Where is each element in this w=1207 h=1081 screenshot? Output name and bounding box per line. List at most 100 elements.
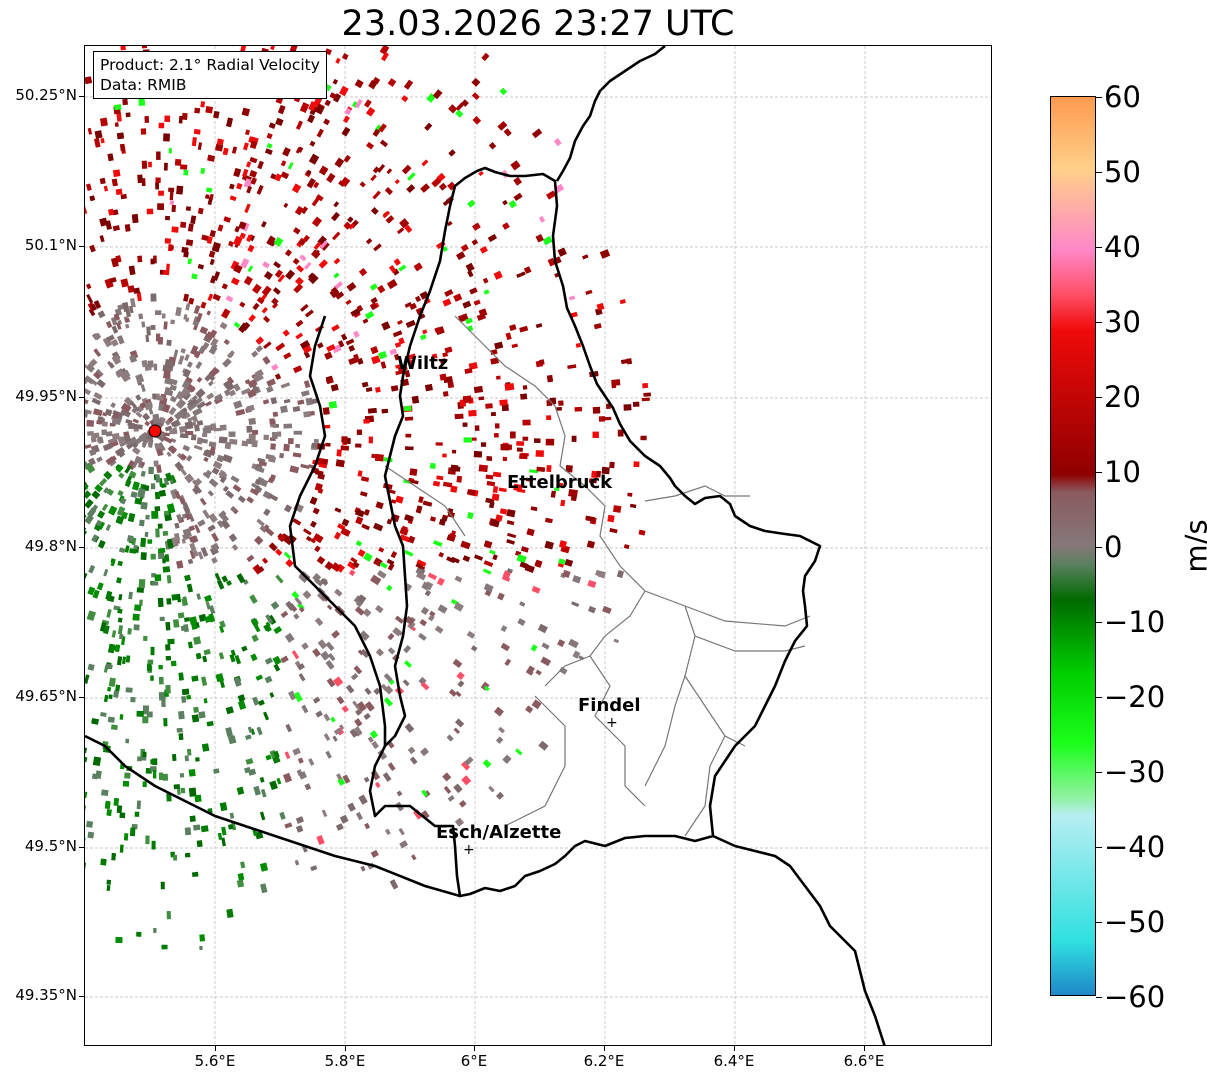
- echo-cell: [145, 334, 150, 343]
- echo-cell: [188, 525, 196, 532]
- echo-cell: [268, 456, 276, 463]
- echo-cell: [568, 295, 576, 301]
- echo-cell: [208, 605, 216, 615]
- echo-cell: [401, 95, 409, 103]
- echo-cell: [148, 161, 152, 168]
- echo-cell: [141, 442, 147, 449]
- echo-cell: [471, 239, 479, 246]
- echo-cell: [113, 798, 119, 806]
- echo-cell: [199, 934, 206, 942]
- echo-cell: [187, 361, 193, 368]
- echo-cell: [192, 407, 203, 417]
- echo-cell: [154, 506, 161, 512]
- echo-cell: [390, 385, 399, 392]
- echo-cell: [263, 315, 271, 323]
- echo-cell: [609, 461, 615, 469]
- echo-cell: [596, 302, 605, 311]
- echo-cell: [223, 380, 232, 389]
- echo-cell: [181, 246, 189, 254]
- echo-cell: [531, 128, 543, 139]
- echo-cell: [284, 249, 293, 257]
- echo-cell: [280, 382, 291, 389]
- echo-cell: [243, 178, 253, 189]
- echo-cell: [191, 622, 198, 630]
- echo-cell: [158, 190, 164, 196]
- echo-cell: [190, 434, 197, 441]
- echo-cell: [249, 140, 258, 149]
- echo-cell: [124, 465, 132, 474]
- echo-cell: [97, 310, 106, 319]
- echo-cell: [175, 306, 182, 317]
- echo-cell: [230, 260, 240, 271]
- echo-cell: [354, 508, 365, 518]
- echo-cell: [499, 508, 508, 515]
- echo-cell: [245, 734, 252, 740]
- echo-cell: [152, 393, 157, 399]
- echo-cell: [294, 859, 300, 866]
- echo-cell: [276, 777, 282, 785]
- echo-cell: [236, 573, 246, 584]
- echo-cell: [146, 208, 154, 215]
- echo-cell: [252, 564, 263, 575]
- echo-cell: [205, 400, 213, 407]
- echo-cell: [168, 148, 172, 154]
- echo-cell: [432, 89, 443, 100]
- echo-cell: [270, 46, 276, 51]
- map-canvas[interactable]: Wiltz Ettelbruck Findel + Esch/Alzette +: [85, 46, 992, 1046]
- echo-cell: [139, 401, 147, 409]
- echo-cell: [466, 489, 476, 496]
- echo-cell: [300, 206, 309, 215]
- y-tick-label: 50.25°N: [15, 86, 77, 104]
- echo-cell: [113, 104, 122, 111]
- city-wiltz[interactable]: Wiltz: [397, 353, 448, 374]
- echo-cell: [122, 780, 130, 787]
- echo-cell: [233, 677, 242, 687]
- echo-cell: [116, 113, 122, 122]
- echo-cell: [170, 438, 177, 444]
- echo-cell: [319, 240, 328, 249]
- echo-cell: [189, 815, 196, 822]
- echo-cell: [179, 497, 186, 505]
- echo-cell: [244, 203, 251, 213]
- echo-cell: [116, 656, 123, 666]
- echo-cell: [456, 671, 465, 680]
- city-findel[interactable]: Findel +: [578, 695, 641, 731]
- echo-cell: [442, 453, 447, 458]
- echo-cell: [166, 911, 171, 920]
- echo-cell: [175, 398, 186, 409]
- echo-cell: [145, 514, 150, 520]
- echo-cell: [115, 188, 123, 195]
- echo-cell: [264, 271, 273, 280]
- echo-cell: [92, 756, 101, 766]
- echo-cell: [133, 624, 140, 631]
- echo-cell: [96, 420, 103, 425]
- echo-cell: [409, 302, 417, 310]
- echo-cell: [124, 317, 130, 323]
- echo-cell: [178, 115, 183, 124]
- echo-cell: [86, 820, 94, 828]
- echo-cell: [547, 258, 556, 267]
- echo-cell: [506, 539, 515, 545]
- city-esch-alzette[interactable]: Esch/Alzette +: [436, 822, 561, 858]
- radar-site-marker[interactable]: [148, 424, 162, 438]
- echo-cell: [270, 240, 276, 247]
- echo-cell: [118, 547, 126, 553]
- city-ettelbruck[interactable]: Ettelbruck: [507, 472, 613, 493]
- echo-cell: [110, 316, 118, 326]
- echo-cell: [211, 241, 221, 253]
- radar-map[interactable]: Wiltz Ettelbruck Findel + Esch/Alzette +: [84, 45, 992, 1046]
- echo-cell: [333, 281, 344, 290]
- echo-cell: [119, 812, 126, 819]
- echo-cell: [108, 505, 118, 516]
- colorbar-tick-label: 0: [1104, 530, 1123, 564]
- echo-cell: [200, 167, 206, 175]
- echo-cell: [141, 46, 147, 49]
- echo-cell: [161, 313, 166, 319]
- echo-cell: [526, 528, 535, 537]
- echo-cell: [208, 478, 219, 488]
- echo-cell: [536, 466, 545, 472]
- echo-cell: [158, 772, 164, 781]
- echo-cell: [265, 614, 274, 624]
- echo-cell: [402, 164, 412, 175]
- echo-cell: [216, 520, 225, 528]
